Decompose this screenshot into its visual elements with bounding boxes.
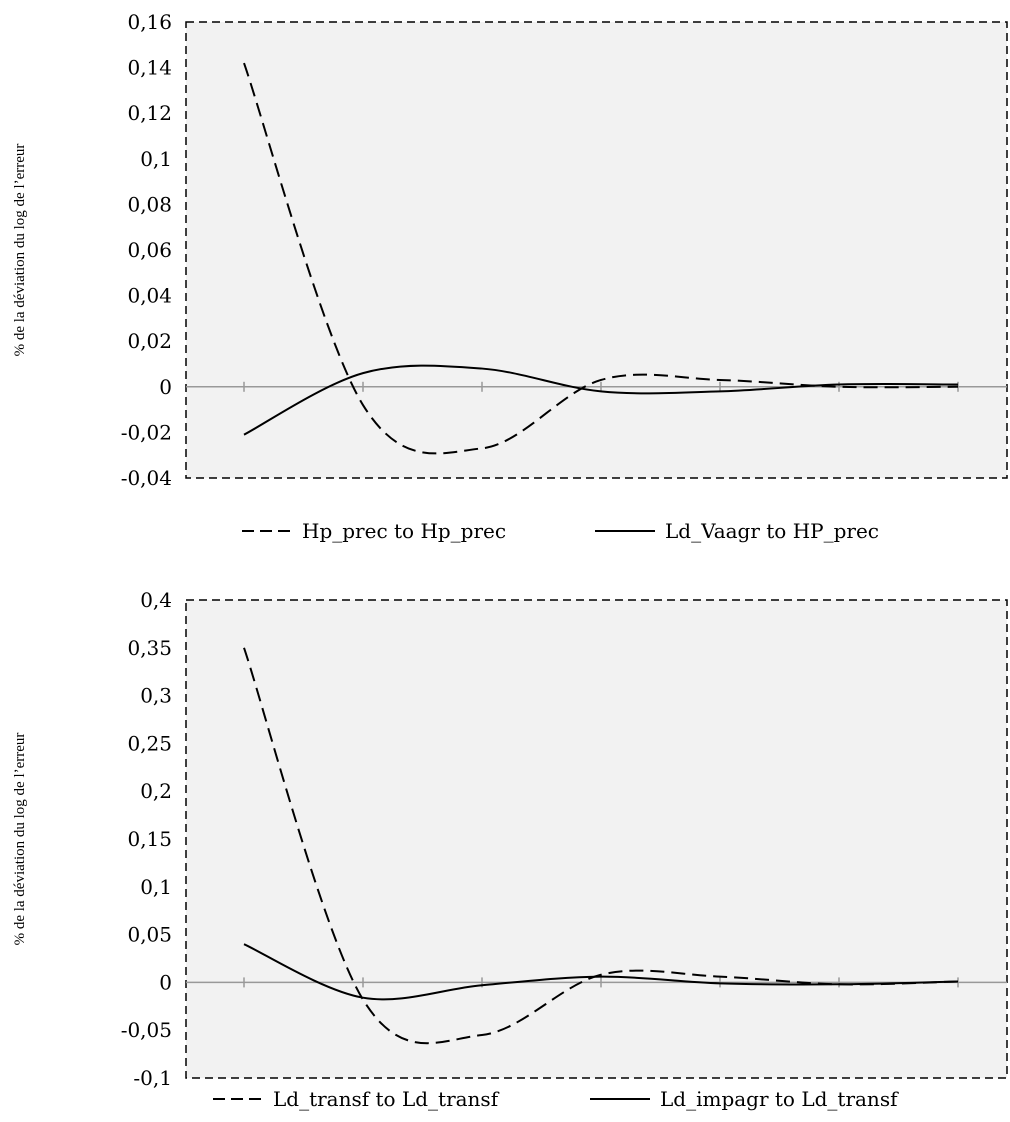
chart-hp-prec: 0,16 0,14 0,12 0,1 0,08 0,06 0,04 0,02 0 -0,02 -0,… xyxy=(12,10,1008,543)
y-tick-label: 0,02 xyxy=(127,329,172,353)
y-tick-label: 0,08 xyxy=(127,192,172,216)
y-tick-label: -0,04 xyxy=(121,466,172,490)
y-tick-label: -0,02 xyxy=(121,420,172,444)
y-tick-label: 0,12 xyxy=(127,101,172,125)
y-tick-label: 0,05 xyxy=(127,923,172,947)
plot-border xyxy=(185,599,1008,1079)
chart-hp-prec-svg: 0,16 0,14 0,12 0,1 0,08 0,06 0,04 0,02 0 -0,02 -0,… xyxy=(12,10,1008,543)
series-line xyxy=(243,364,959,436)
series-line xyxy=(243,62,959,455)
y-tick-label: 0,25 xyxy=(127,731,172,755)
y-tick-label: 0,35 xyxy=(127,636,172,660)
legend-label: Ld_transf to Ld_transf xyxy=(273,1087,500,1111)
y-tick-label: 0,15 xyxy=(127,827,172,851)
y-tick-label: 0,4 xyxy=(140,588,172,612)
y-axis-title: % de la déviation du log de l’erreur xyxy=(12,144,28,357)
legend-label: Ld_Vaagr to HP_prec xyxy=(665,519,879,543)
chart-ld-transf-svg: 0,4 0,35 0,3 0,25 0,2 0,15 0,1 0,05 0 -0,05 -0,1 Ld… xyxy=(12,588,1008,1111)
y-tick-label: 0,3 xyxy=(140,684,172,708)
series-line xyxy=(243,943,959,1001)
plot-area xyxy=(186,22,1007,478)
y-tick-label: -0,1 xyxy=(133,1066,172,1090)
chart-ld-transf: 0,4 0,35 0,3 0,25 0,2 0,15 0,1 0,05 0 -0,05 -0,1 Ld… xyxy=(0,580,1010,1122)
plot-border xyxy=(185,21,1008,479)
y-tick-label: 0,2 xyxy=(140,779,172,803)
y-tick-label: 0,1 xyxy=(140,147,172,171)
y-tick-label: 0,04 xyxy=(127,284,172,308)
y-tick-label: 0 xyxy=(159,970,172,994)
plot-area xyxy=(186,600,1007,1078)
y-tick-label: 0,1 xyxy=(140,875,172,899)
y-tick-label: 0,06 xyxy=(127,238,172,262)
y-axis-title: % de la déviation du log de l’erreur xyxy=(12,733,28,946)
legend-label: Ld_impagr to Ld_transf xyxy=(660,1087,899,1111)
y-tick-label: 0 xyxy=(159,375,172,399)
y-tick-label: 0,14 xyxy=(127,56,172,80)
legend-label: Hp_prec to Hp_prec xyxy=(302,519,506,543)
y-tick-label: -0,05 xyxy=(121,1018,172,1042)
y-tick-label: 0,16 xyxy=(127,10,172,34)
